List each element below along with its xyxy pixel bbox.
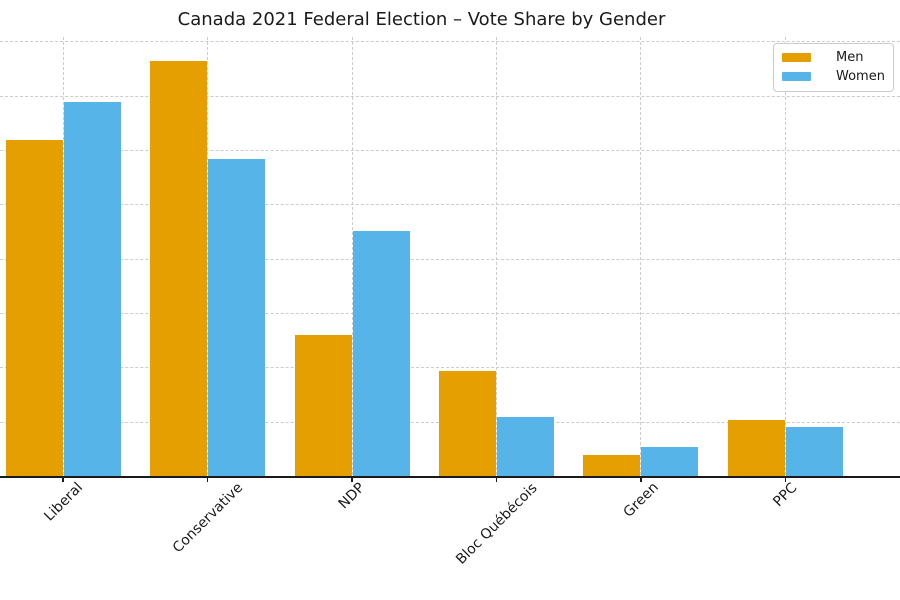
gridline-v <box>351 37 353 475</box>
bar-men-conservative <box>150 61 208 477</box>
x-tick <box>62 477 64 482</box>
x-tick <box>495 477 498 482</box>
legend-item-women: Women <box>782 69 893 84</box>
bar-men-green <box>583 454 641 477</box>
legend: Men Women <box>773 43 894 92</box>
legend-item-men: Men <box>782 50 893 65</box>
x-tick-label: Bloc Québécois <box>452 479 541 568</box>
bar-men-ndp <box>294 335 352 477</box>
x-tick-label: NDP <box>335 479 369 513</box>
gridline-h <box>0 41 900 43</box>
bar-women-ppc <box>785 426 843 477</box>
legend-label-men: Men <box>836 50 864 65</box>
gridline-h <box>0 150 900 152</box>
x-tick <box>206 477 209 482</box>
gridline-h <box>0 313 900 314</box>
gridline-h <box>0 95 900 97</box>
gridline-v <box>62 37 64 475</box>
gridline-h <box>0 258 900 260</box>
chart-title: Canada 2021 Federal Election – Vote Shar… <box>177 9 666 30</box>
gridline-v <box>640 37 642 475</box>
x-tick <box>351 477 353 482</box>
x-tick-label: PPC <box>770 479 801 510</box>
bar-men-ppc <box>727 419 785 477</box>
x-tick <box>640 477 642 482</box>
gridline-h <box>0 204 900 206</box>
gridline-h <box>0 367 900 369</box>
gridline-v <box>784 37 786 475</box>
legend-swatch-men-icon <box>782 52 811 63</box>
legend-swatch-women-icon <box>782 71 811 82</box>
x-tick <box>784 477 787 482</box>
bar-men-liberal <box>5 139 63 477</box>
bar-women-ndp <box>352 230 410 477</box>
bar-women-bloc-qu-b-cois <box>497 416 555 477</box>
gridline-v <box>207 37 209 475</box>
x-tick-label: Liberal <box>40 479 86 525</box>
x-tick-label: Green <box>620 479 662 521</box>
gridline-v <box>496 37 498 475</box>
bar-men-bloc-qu-b-cois <box>439 371 497 477</box>
x-tick-label: Conservative <box>169 479 246 557</box>
bar-women-green <box>641 447 699 477</box>
x-axis-line <box>0 475 900 478</box>
bar-women-conservative <box>208 159 266 477</box>
bar-women-liberal <box>63 101 121 477</box>
legend-label-women: Women <box>836 69 885 84</box>
